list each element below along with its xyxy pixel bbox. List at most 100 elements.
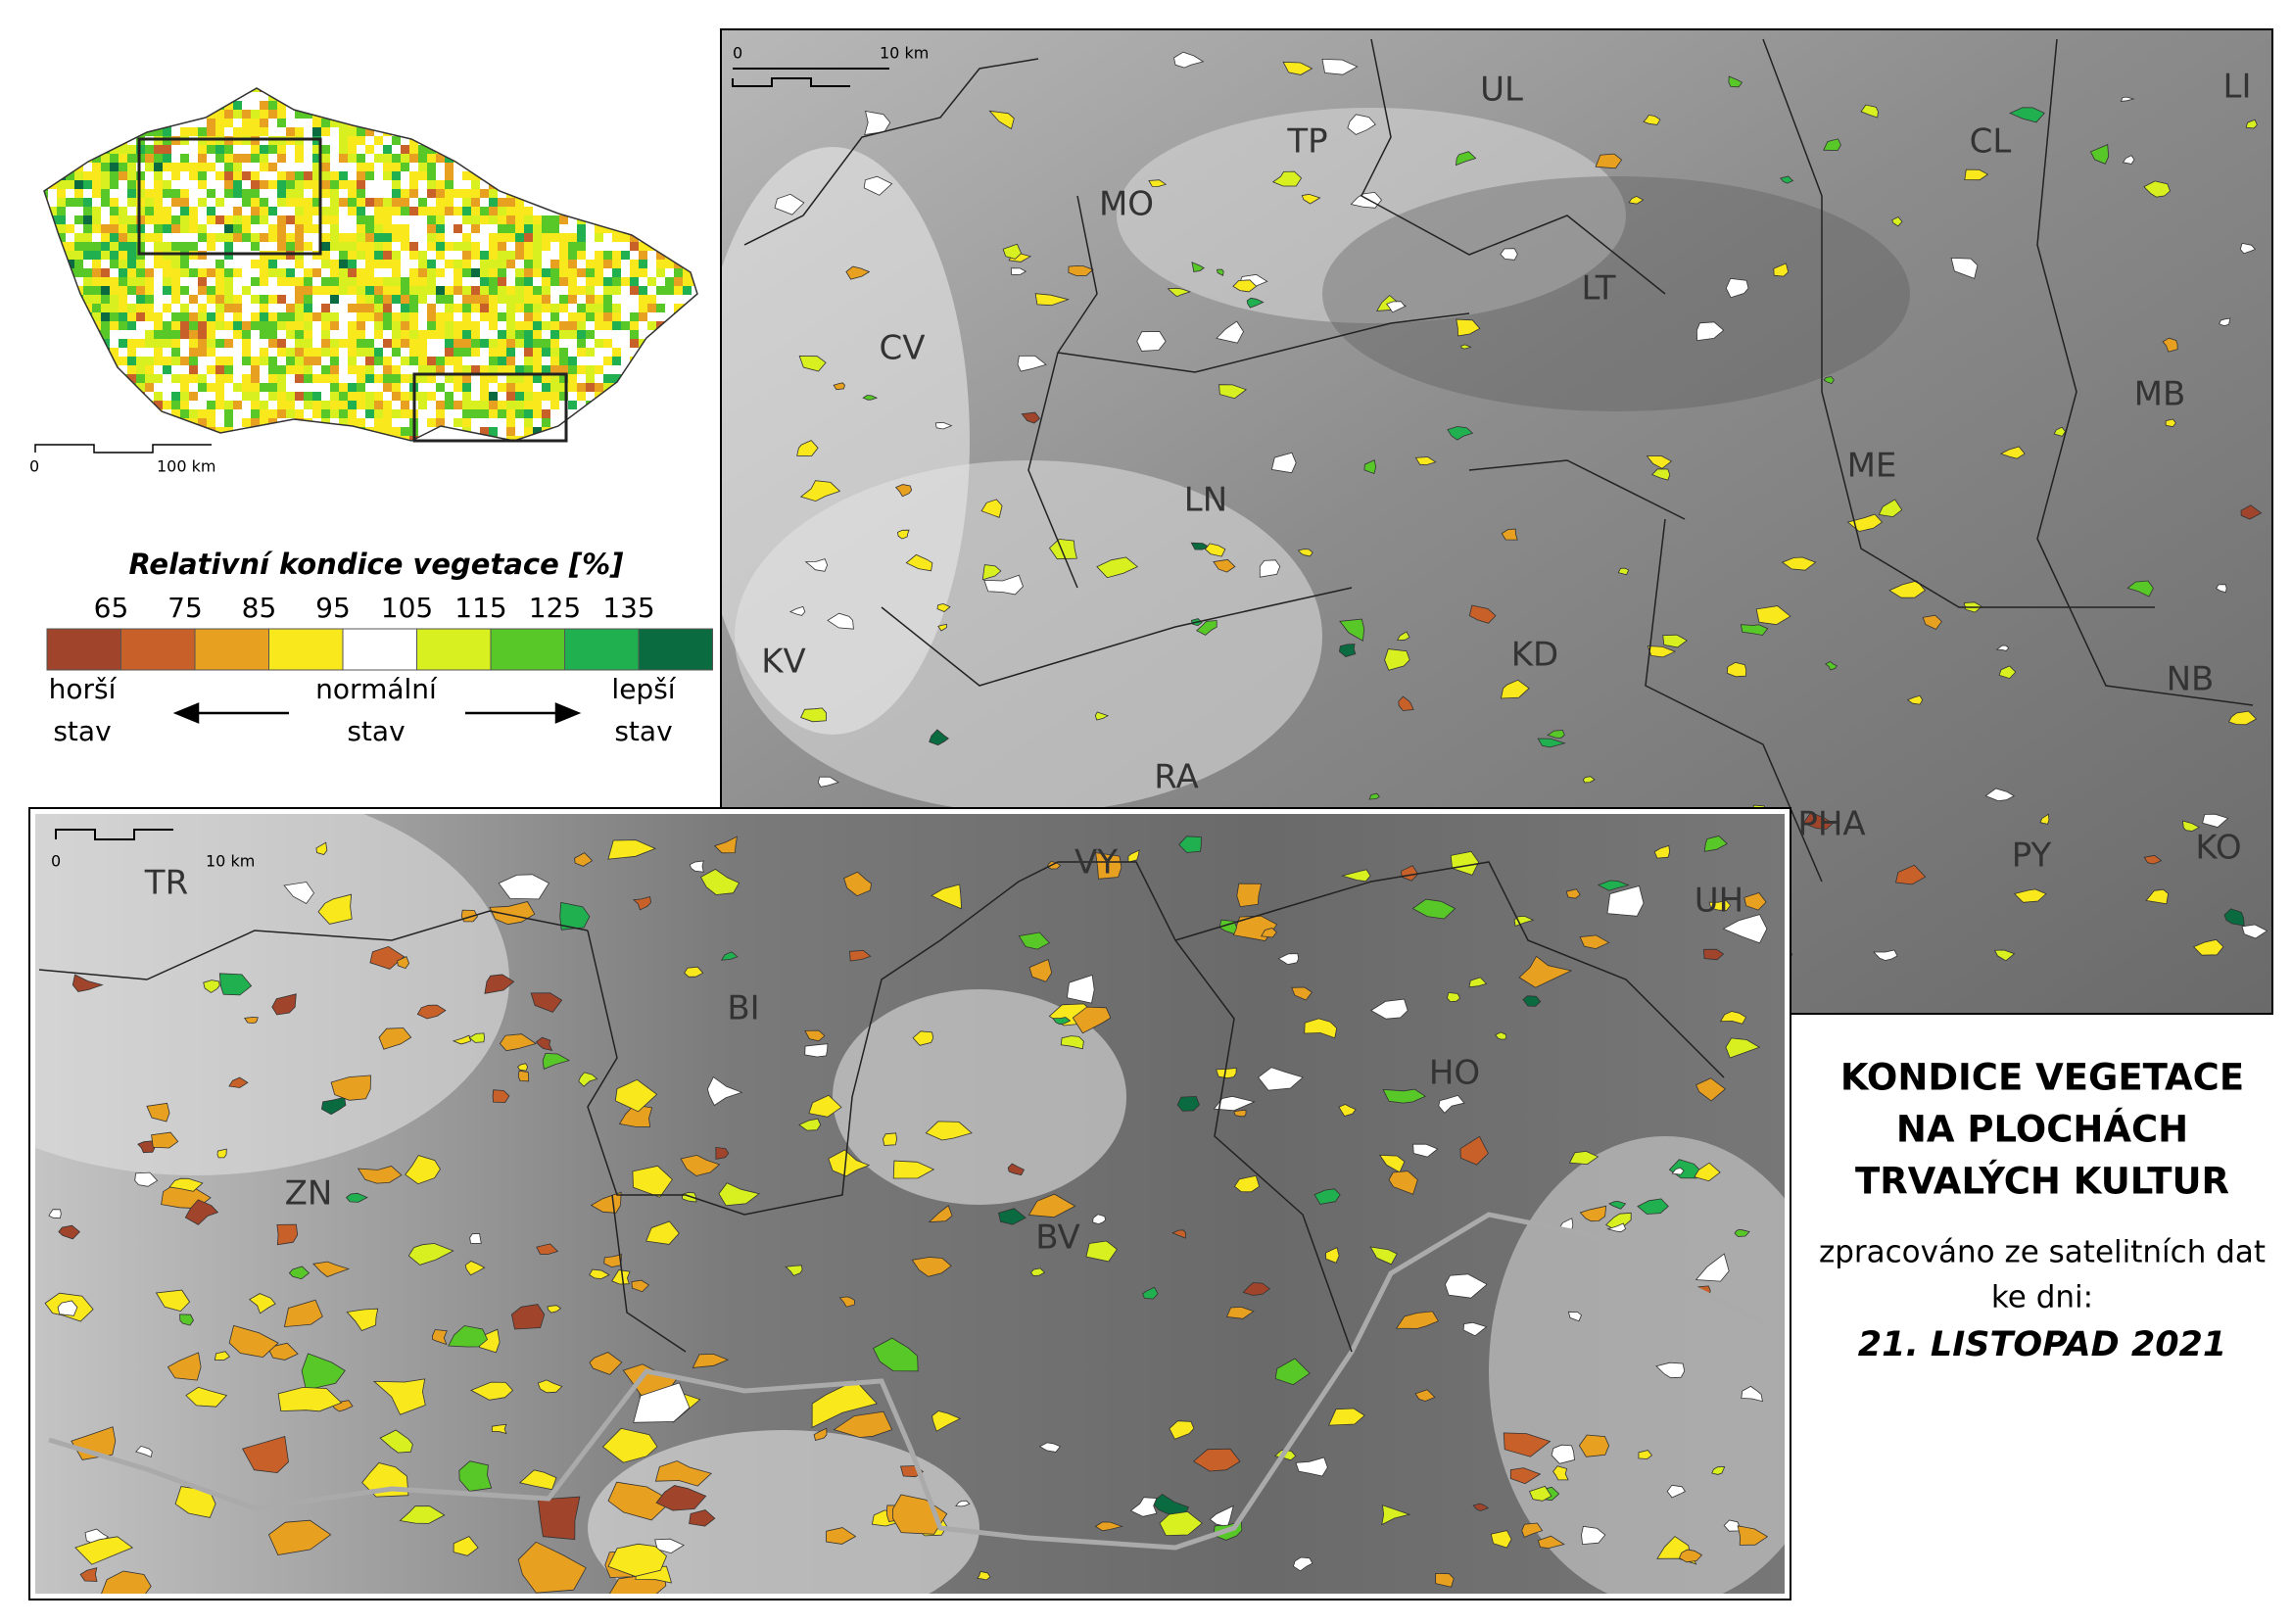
parcel	[1028, 958, 1053, 982]
grid-cell	[595, 268, 603, 277]
parcel	[1191, 262, 1205, 272]
grid-cell	[418, 427, 427, 436]
parcel	[655, 1485, 707, 1511]
grid-cell	[286, 171, 295, 180]
grid-cell	[418, 304, 427, 312]
grid-cell	[357, 304, 365, 312]
grid-cell	[436, 286, 445, 295]
grid-cell	[74, 268, 83, 277]
parcel	[931, 884, 963, 910]
grid-cell	[462, 189, 471, 198]
grid-cell	[603, 436, 612, 441]
parcel	[448, 1325, 489, 1348]
grid-cell	[365, 207, 374, 215]
grid-cell	[92, 189, 101, 198]
parcel	[57, 1300, 78, 1316]
parcel	[1565, 888, 1581, 899]
grid-cell	[215, 312, 224, 321]
grid-cell	[163, 445, 171, 454]
grid-cell	[471, 260, 480, 268]
grid-cell	[163, 268, 171, 277]
grid-cell	[110, 154, 119, 163]
grid-cell	[595, 374, 603, 383]
grid-cell	[224, 374, 233, 383]
grid-cell	[639, 119, 647, 127]
grid-cell	[559, 136, 568, 145]
grid-cell	[621, 207, 630, 215]
grid-cell	[427, 88, 436, 92]
grid-cell	[92, 392, 101, 401]
grid-cell	[119, 312, 127, 321]
grid-cell	[401, 163, 409, 171]
grid-cell	[277, 92, 286, 101]
grid-cell	[57, 189, 66, 198]
grid-cell	[224, 127, 233, 136]
grid-cell	[656, 92, 665, 101]
grid-cell	[586, 92, 595, 101]
grid-cell	[321, 277, 330, 286]
grid-cell	[647, 154, 656, 163]
grid-cell	[92, 92, 101, 101]
grid-cell	[154, 374, 163, 383]
grid-cell	[365, 304, 374, 312]
grid-cell	[559, 163, 568, 171]
parcel	[1950, 257, 1979, 279]
district-label: LI	[2223, 68, 2252, 107]
grid-cell	[392, 119, 401, 127]
parcel	[1384, 648, 1410, 671]
grid-cell	[595, 277, 603, 286]
grid-cell	[57, 198, 66, 207]
grid-cell	[101, 242, 110, 251]
grid-cell	[110, 348, 119, 357]
parcel	[1998, 665, 2017, 680]
grid-cell	[348, 277, 357, 286]
grid-cell	[692, 119, 697, 127]
parcel	[1860, 104, 1879, 119]
grid-cell	[692, 295, 697, 304]
grid-cell	[392, 383, 401, 392]
grid-cell	[339, 409, 348, 418]
grid-cell	[163, 224, 171, 233]
grid-cell	[66, 88, 74, 92]
parcel	[277, 1386, 343, 1412]
grid-cell	[180, 357, 189, 365]
grid-cell	[233, 348, 242, 357]
grid-cell	[506, 260, 515, 268]
grid-cell	[374, 312, 383, 321]
parcel	[1027, 1193, 1076, 1218]
grid-cell	[409, 101, 418, 110]
grid-cell	[348, 392, 357, 401]
grid-cell	[339, 145, 348, 154]
grid-cell	[44, 260, 48, 268]
grid-cell	[559, 260, 568, 268]
grid-cell	[44, 392, 48, 401]
grid-cell	[665, 365, 674, 374]
grid-cell	[101, 224, 110, 233]
parcel	[1456, 151, 1477, 167]
parcel	[1038, 1442, 1062, 1453]
grid-cell	[295, 339, 304, 348]
grid-cell	[171, 357, 180, 365]
grid-cell	[154, 348, 163, 357]
parcel	[1052, 1017, 1072, 1026]
grid-cell	[656, 383, 665, 392]
grid-cell	[145, 215, 154, 224]
parcel	[1216, 1067, 1237, 1079]
grid-cell	[498, 136, 506, 145]
grid-cell	[683, 136, 692, 145]
grid-cell	[639, 374, 647, 383]
grid-cell	[401, 277, 409, 286]
parcel	[1401, 865, 1419, 882]
grid-cell	[374, 198, 383, 207]
grid-cell	[154, 286, 163, 295]
grid-cell	[66, 163, 74, 171]
grid-cell	[533, 180, 542, 189]
grid-cell	[233, 268, 242, 277]
grid-cell	[498, 251, 506, 260]
grid-cell	[101, 401, 110, 409]
grid-cell	[119, 348, 127, 357]
grid-cell	[119, 321, 127, 330]
grid-cell	[665, 436, 674, 441]
grid-cell	[251, 101, 260, 110]
grid-cell	[198, 242, 207, 251]
